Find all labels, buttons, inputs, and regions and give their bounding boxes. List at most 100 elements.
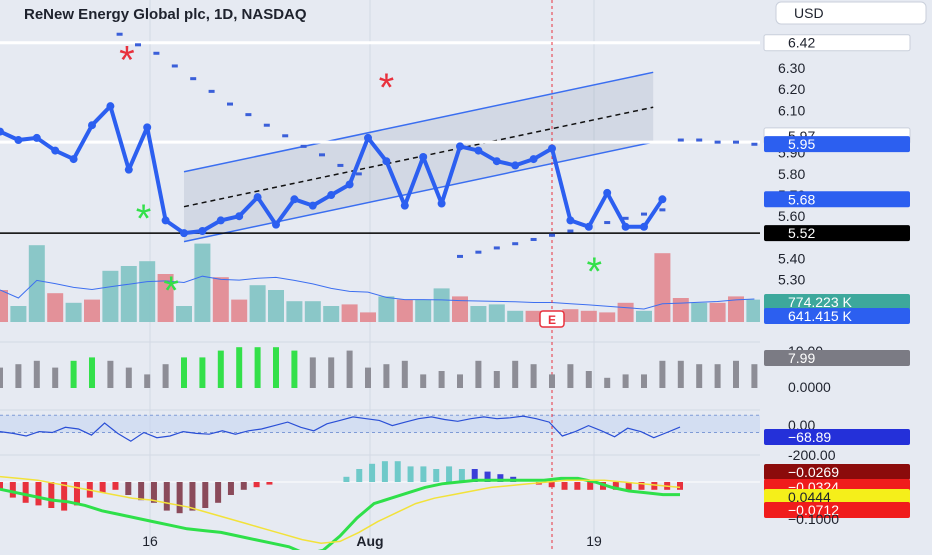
macd-histogram-bar: [215, 482, 222, 503]
volume-bar: [691, 302, 708, 322]
price-point: [437, 199, 446, 208]
time-tick-label: Aug: [356, 533, 383, 549]
volume-bar: [452, 296, 468, 322]
macd-histogram-bar: [446, 466, 453, 482]
price-badge-text: 5.95: [788, 136, 815, 152]
levels-layer: [0, 0, 760, 550]
oscillator-badge-text: −68.89: [788, 429, 831, 445]
volume-bar: [728, 296, 744, 322]
volume-bar: [286, 301, 303, 322]
macd-histogram-bar: [176, 482, 183, 514]
macd-histogram-bar: [369, 463, 376, 482]
price-badge-bg: [764, 136, 910, 153]
macd-histogram-bar: [574, 482, 581, 490]
macd-histogram-bar: [497, 474, 504, 482]
indicator-1-bar: [273, 347, 279, 388]
indicator-1-bar: [751, 364, 758, 388]
macd-histogram-bar: [625, 482, 632, 490]
macd-histogram-bar: [163, 482, 170, 511]
indicator-1-bar: [549, 374, 555, 388]
macd-histogram-bar: [112, 482, 119, 490]
price-tick-label: 6.30: [778, 60, 805, 76]
macd-tick: −0.1000: [788, 511, 839, 527]
price-point: [640, 222, 648, 231]
volume-bar: [599, 312, 616, 322]
macd-histogram-bar: [0, 482, 3, 490]
indicator-1-bar: [291, 350, 298, 388]
price-point: [216, 216, 225, 225]
sar-dot: [733, 140, 739, 144]
sar-dot: [751, 142, 758, 146]
price-point: [124, 165, 133, 174]
channel-fill: [184, 72, 654, 242]
indicator-1-bar: [696, 364, 703, 388]
price-point: [327, 191, 336, 200]
price-badge-text: 6.42: [788, 35, 815, 51]
indicator-1-bar: [659, 360, 666, 388]
signal-line: [0, 475, 681, 544]
currency-label[interactable]: USD: [794, 5, 824, 21]
volume-bar: [65, 302, 82, 322]
currency-button-bg[interactable]: [775, 1, 927, 25]
indicator-1-layer: [0, 347, 758, 388]
sar-dot: [319, 153, 325, 157]
indicator-1-bar: [217, 350, 224, 388]
macd-histogram-bar: [433, 469, 440, 482]
price-badge: 5.95: [764, 136, 910, 153]
macd-histogram-bar: [227, 482, 234, 495]
volume-bar: [102, 270, 119, 322]
indicator-1-bar: [475, 360, 482, 388]
volume-badge-text: 641.415 K: [788, 308, 852, 324]
green-star-marker: *: [587, 250, 603, 294]
sar-dot: [282, 134, 289, 138]
indicator-1-bar: [604, 377, 611, 388]
price-point: [0, 127, 4, 136]
macd-histogram-bar: [420, 466, 427, 482]
sar-dot: [659, 208, 666, 212]
volume-bar: [525, 310, 542, 322]
volume-bar: [636, 310, 652, 322]
volume-bar: [231, 299, 248, 322]
sar-dot: [355, 172, 362, 176]
price-tick-label: 6.20: [778, 81, 805, 97]
currency-button[interactable]: USD: [775, 1, 927, 25]
indicator-1-bar: [677, 360, 684, 388]
oscillator-tick: -200.00: [788, 447, 836, 463]
indicator-1-bar: [383, 364, 390, 388]
oscillator-line: [0, 415, 681, 442]
time-tick-label: 16: [142, 533, 158, 549]
indicator-1-badge: 7.99: [764, 350, 910, 366]
indicator-1-bar: [181, 357, 187, 388]
macd-histogram-bar: [471, 469, 478, 482]
indicator-1-bar: [530, 364, 537, 388]
volume-bar: [580, 310, 597, 322]
price-point: [161, 216, 170, 225]
time-axis[interactable]: 16 Aug 19: [142, 533, 602, 549]
macd-histogram-bar: [343, 476, 350, 482]
indicator-1-bar: [162, 364, 169, 388]
price-axis[interactable]: 6.306.206.105.905.805.705.605.405.306.42…: [760, 0, 932, 550]
price-point: [272, 220, 280, 229]
price-tick-label: 5.80: [778, 166, 805, 182]
price-point: [456, 142, 464, 151]
volume-layer: [0, 243, 763, 322]
macd-histogram-bar: [73, 482, 80, 506]
macd-badge: −0.0712: [764, 502, 910, 518]
price-point: [308, 201, 317, 210]
price-tick-label: 5.30: [778, 272, 805, 288]
sar-dot: [512, 242, 519, 246]
indicator-1-tick: 0.0000: [788, 379, 831, 395]
macd-histogram-bar: [99, 482, 106, 493]
indicator-1-bar: [585, 371, 592, 388]
sar-dot: [337, 163, 344, 167]
macd-badge-text: −0.0269: [788, 464, 839, 480]
earnings-flag-box: [539, 310, 565, 328]
macd-histogram-bar: [9, 482, 16, 498]
markers-layer: **** *E: [119, 39, 603, 328]
price-point: [658, 195, 667, 204]
volume-badge: 774.223 K: [764, 294, 910, 310]
volume-bar: [378, 296, 395, 322]
macd-histogram-bar: [189, 482, 196, 511]
